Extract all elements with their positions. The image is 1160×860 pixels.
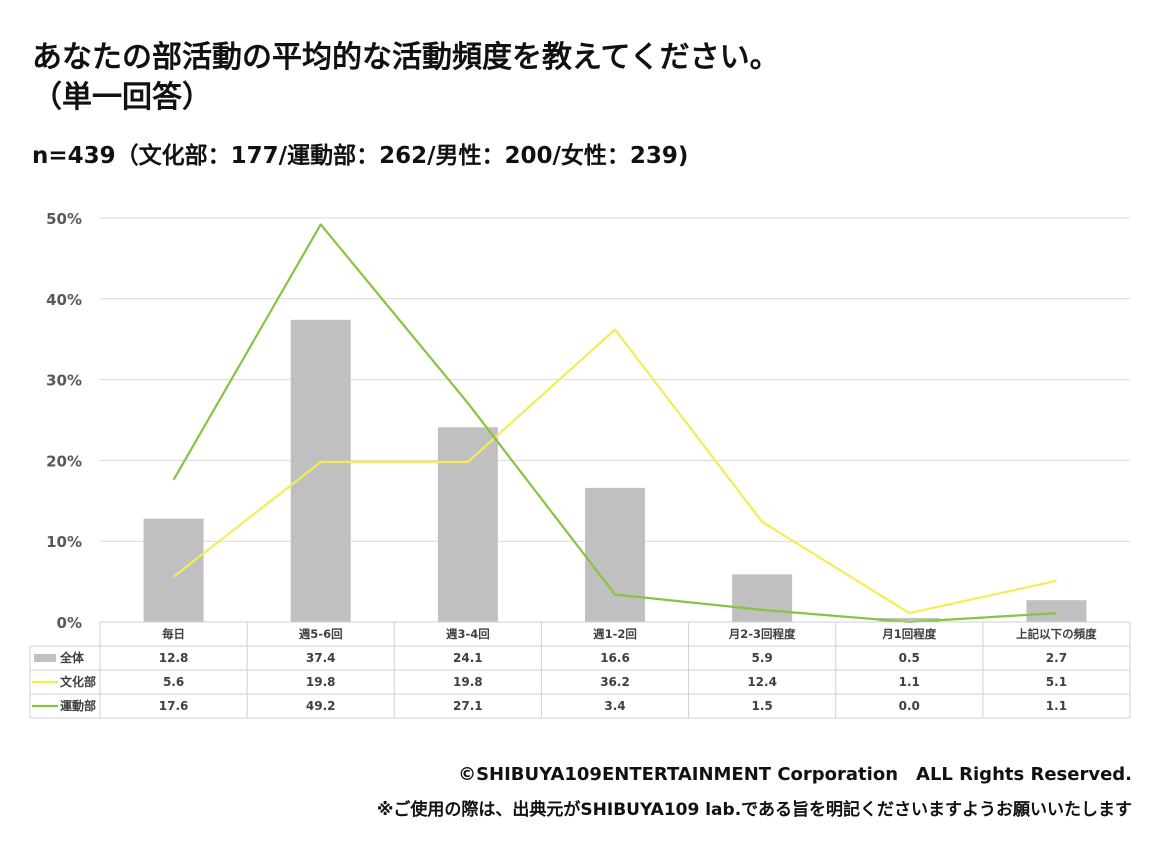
table-value: 24.1 — [453, 651, 483, 665]
table-value: 36.2 — [600, 675, 630, 689]
title-line-1: あなたの部活動の平均的な活動頻度を教えてください。 — [32, 40, 780, 75]
table-value: 16.6 — [600, 651, 630, 665]
category-label: 毎日 — [162, 627, 185, 641]
table-value: 1.1 — [899, 675, 920, 689]
table-value: 3.4 — [604, 699, 625, 713]
category-label: 月2-3回程度 — [728, 627, 796, 641]
category-label: 週3-4回 — [446, 627, 490, 641]
table-value: 19.8 — [306, 675, 336, 689]
chart-title: あなたの部活動の平均的な活動頻度を教えてください。 （単一回答） — [32, 38, 1132, 118]
table-value: 12.8 — [159, 651, 189, 665]
series-name: 全体 — [59, 650, 85, 665]
y-tick-label: 0% — [57, 614, 82, 632]
table-value: 1.5 — [752, 699, 773, 713]
category-label: 月1回程度 — [881, 627, 937, 641]
bar — [1026, 600, 1087, 622]
table-value: 5.6 — [163, 675, 184, 689]
bar — [585, 487, 645, 622]
y-tick-label: 10% — [46, 533, 82, 551]
table-value: 17.6 — [159, 699, 189, 713]
bar — [143, 518, 204, 622]
table-value: 0.0 — [899, 699, 920, 713]
table-value: 2.7 — [1046, 651, 1067, 665]
category-label: 上記以下の頻度 — [1016, 627, 1097, 641]
series-name: 運動部 — [60, 698, 96, 713]
y-tick-label: 30% — [46, 372, 82, 390]
table-value: 49.2 — [306, 699, 336, 713]
category-label: 週1-2回 — [593, 627, 637, 641]
table-value: 0.5 — [899, 651, 920, 665]
y-tick-label: 20% — [46, 452, 82, 470]
table-value: 27.1 — [453, 699, 483, 713]
copyright: ©SHIBUYA109ENTERTAINMENT Corporation ALL… — [458, 764, 1132, 785]
y-tick-label: 50% — [46, 210, 82, 228]
table-value: 37.4 — [306, 651, 336, 665]
bar — [290, 319, 351, 622]
title-line-2: （単一回答） — [32, 80, 212, 115]
usage-note: ※ご使用の際は、出典元がSHIBUYA109 lab.である旨を明記くださいます… — [376, 800, 1132, 820]
bar — [879, 617, 940, 622]
table-value: 19.8 — [453, 675, 483, 689]
series-name: 文化部 — [60, 674, 96, 689]
table-value: 5.9 — [752, 651, 773, 665]
table-value: 12.4 — [747, 675, 777, 689]
y-tick-label: 40% — [46, 291, 82, 309]
bar — [437, 427, 498, 622]
sample-size: n=439（文化部：177/運動部：262/男性：200/女性：239) — [32, 143, 689, 169]
table-value: 5.1 — [1046, 675, 1067, 689]
table-value: 1.1 — [1046, 699, 1067, 713]
legend-key — [34, 654, 56, 662]
category-label: 週5-6回 — [299, 627, 343, 641]
series-line — [172, 328, 1057, 615]
bar — [732, 574, 793, 622]
